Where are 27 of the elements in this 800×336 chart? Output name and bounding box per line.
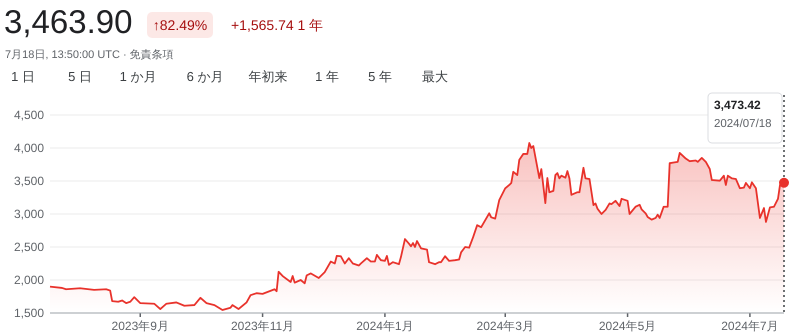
text: 1 年 <box>315 69 339 84</box>
x-tick-label: 2024年1月 <box>356 319 414 333</box>
y-tick-label: 1,500 <box>14 306 44 320</box>
y-tick-label: 2,500 <box>14 240 44 254</box>
x-tick-label: 2024年5月 <box>598 319 656 333</box>
text: 年初来 <box>248 69 288 84</box>
chart-subtitle: 7月18日, 13:50:00 UTC · 免責条項 <box>5 48 174 61</box>
text: 6 か月 <box>186 69 224 84</box>
x-tick-label: 2023年11月 <box>231 319 294 333</box>
y-tick-label: 4,000 <box>14 141 44 155</box>
x-tick-label: 2024年7月 <box>721 319 779 333</box>
x-tick-label: 2023年9月 <box>112 319 169 333</box>
x-tick-label: 2024年3月 <box>476 319 534 333</box>
text: 最大 <box>422 69 448 84</box>
text: 3,473.42 <box>714 98 762 112</box>
y-tick-label: 3,500 <box>14 174 44 188</box>
y-tick-label: 3,000 <box>14 207 44 221</box>
y-tick-label: 4,500 <box>14 108 44 122</box>
text: 5 日 <box>68 69 92 84</box>
y-tick-label: 2,000 <box>14 273 44 287</box>
text: +1,565.74 1 年 <box>231 17 324 33</box>
text: 1 か月 <box>120 69 156 84</box>
chart-title: 3,463.90 <box>4 3 132 40</box>
text: ↑82.49% <box>152 17 208 33</box>
annotation: 2024/07/18 <box>714 118 772 130</box>
text: 5 年 <box>368 69 392 84</box>
text: 1 日 <box>11 69 35 84</box>
